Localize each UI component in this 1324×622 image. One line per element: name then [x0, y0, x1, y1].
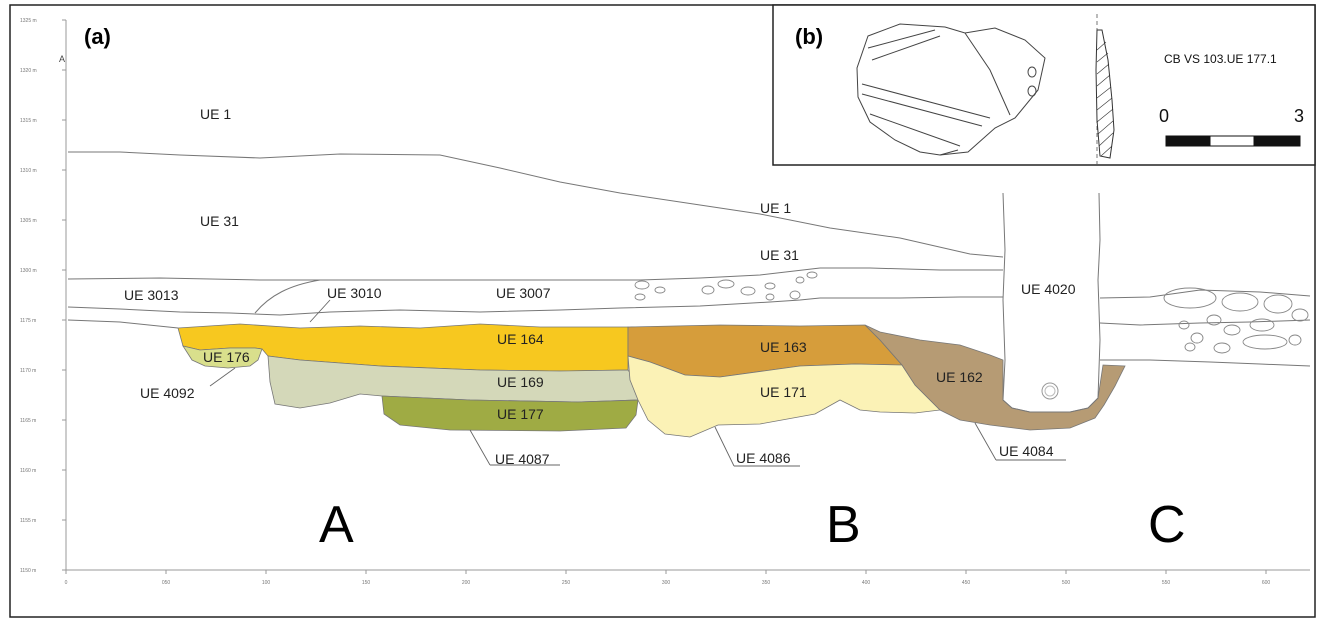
x-tick-label: 100: [262, 580, 271, 586]
label-ue162: UE 162: [936, 369, 983, 385]
label-ue4087: UE 4087: [495, 451, 550, 467]
y-tick-label: 1310 m: [20, 168, 37, 174]
label-ue31-left: UE 31: [200, 213, 239, 229]
y-tick-label: 1155 m: [20, 518, 36, 524]
sample-id: CB VS 103.UE 177.1: [1164, 52, 1277, 66]
panel-a-label: (a): [84, 24, 111, 49]
label-ue163: UE 163: [760, 339, 807, 355]
label-ue177: UE 177: [497, 406, 544, 422]
label-ue4084: UE 4084: [999, 443, 1054, 459]
x-tick-label: 200: [462, 580, 471, 586]
y-tick-label: 1305 m: [20, 218, 37, 224]
y-tick-label: 1315 m: [20, 118, 37, 124]
y-tick-label: 1325 m: [20, 18, 37, 24]
label-ue176: UE 176: [203, 349, 250, 365]
zone-label-b: B: [826, 496, 861, 554]
label-ue1-top: UE 1: [200, 106, 231, 122]
x-tick-label: 500: [1062, 580, 1071, 586]
x-tick-label: 450: [962, 580, 971, 586]
y-tick-label: 1170 m: [20, 368, 36, 374]
label-ue4086: UE 4086: [736, 450, 791, 466]
label-ue3010: UE 3010: [327, 285, 382, 301]
label-ue1-mid: UE 1: [760, 200, 791, 216]
zone-label-a: A: [319, 496, 354, 554]
x-tick-label: 150: [362, 580, 371, 586]
label-ue171: UE 171: [760, 384, 807, 400]
label-ue164: UE 164: [497, 331, 544, 347]
label-ue4020: UE 4020: [1021, 281, 1076, 297]
x-tick-label: 600: [1262, 580, 1271, 586]
x-tick-label: 400: [862, 580, 871, 586]
x-tick-label: 350: [762, 580, 771, 586]
scale-start-label: 0: [1159, 106, 1169, 126]
label-ue3007: UE 3007: [496, 285, 551, 301]
label-ue169: UE 169: [497, 374, 544, 390]
zone-label-c: C: [1148, 496, 1186, 554]
x-tick-label: 550: [1162, 580, 1171, 586]
x-tick-label: 300: [662, 580, 671, 586]
x-tick-label: 0: [65, 580, 68, 586]
x-tick-label: 050: [162, 580, 171, 586]
y-tick-label: 1165 m: [20, 418, 36, 424]
label-ue3013: UE 3013: [124, 287, 179, 303]
y-tick-label: 1175 m: [20, 318, 36, 324]
label-ue4092: UE 4092: [140, 385, 195, 401]
scale-end-label: 3: [1294, 106, 1304, 126]
y-tick-label: 1160 m: [20, 468, 36, 474]
panel-b-label: (b): [795, 24, 823, 49]
y-tick-label: 1320 m: [20, 68, 37, 74]
section-letter: A: [59, 54, 65, 64]
x-tick-label: 250: [562, 580, 571, 586]
label-ue31-mid: UE 31: [760, 247, 799, 263]
y-tick-label: 1300 m: [20, 268, 37, 274]
scale-bar: [1166, 136, 1300, 146]
inset-panel-b: (b) CB VS 103.UE 177.1 0: [773, 5, 1315, 165]
y-tick-label: 1150 m: [20, 568, 36, 574]
